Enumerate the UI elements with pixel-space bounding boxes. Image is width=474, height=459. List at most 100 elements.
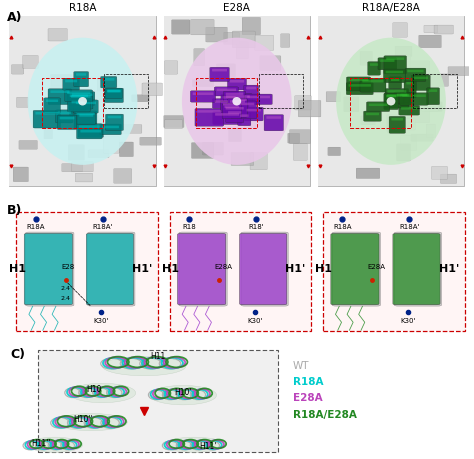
- FancyBboxPatch shape: [362, 80, 383, 83]
- Bar: [9, 17, 155, 186]
- FancyBboxPatch shape: [389, 77, 401, 89]
- FancyBboxPatch shape: [120, 124, 142, 133]
- FancyBboxPatch shape: [202, 142, 223, 155]
- FancyBboxPatch shape: [107, 83, 115, 94]
- FancyBboxPatch shape: [228, 78, 246, 90]
- FancyBboxPatch shape: [411, 75, 430, 90]
- FancyBboxPatch shape: [223, 103, 238, 106]
- FancyBboxPatch shape: [393, 85, 416, 101]
- Text: R18A/E28A: R18A/E28A: [362, 3, 420, 13]
- FancyBboxPatch shape: [387, 94, 401, 97]
- FancyBboxPatch shape: [232, 31, 255, 48]
- FancyBboxPatch shape: [221, 95, 238, 112]
- FancyBboxPatch shape: [238, 113, 251, 126]
- FancyBboxPatch shape: [13, 167, 28, 182]
- FancyBboxPatch shape: [411, 134, 433, 141]
- Text: C): C): [10, 348, 25, 361]
- FancyBboxPatch shape: [434, 25, 454, 34]
- FancyBboxPatch shape: [58, 112, 71, 114]
- Bar: [104, 74, 148, 108]
- Bar: [413, 74, 457, 108]
- FancyBboxPatch shape: [19, 140, 37, 149]
- FancyBboxPatch shape: [369, 103, 387, 106]
- FancyBboxPatch shape: [74, 72, 89, 87]
- FancyBboxPatch shape: [394, 232, 441, 306]
- Text: H1: H1: [9, 264, 26, 274]
- Bar: [42, 78, 103, 129]
- FancyBboxPatch shape: [245, 119, 255, 129]
- FancyBboxPatch shape: [407, 70, 424, 72]
- FancyBboxPatch shape: [164, 61, 178, 74]
- FancyBboxPatch shape: [223, 106, 246, 116]
- FancyBboxPatch shape: [231, 101, 256, 119]
- FancyBboxPatch shape: [237, 42, 248, 59]
- FancyBboxPatch shape: [295, 95, 311, 110]
- FancyBboxPatch shape: [380, 59, 394, 62]
- FancyBboxPatch shape: [206, 27, 228, 42]
- Bar: [350, 78, 411, 129]
- Text: R18A': R18A': [399, 224, 419, 230]
- FancyBboxPatch shape: [244, 85, 259, 105]
- FancyBboxPatch shape: [213, 112, 241, 124]
- FancyBboxPatch shape: [212, 99, 230, 108]
- Bar: [16, 212, 158, 331]
- FancyBboxPatch shape: [230, 100, 245, 103]
- Text: H10': H10': [174, 388, 192, 397]
- Text: A): A): [7, 11, 23, 24]
- FancyBboxPatch shape: [397, 144, 410, 161]
- FancyBboxPatch shape: [360, 51, 373, 65]
- FancyBboxPatch shape: [401, 94, 409, 96]
- FancyBboxPatch shape: [76, 123, 102, 139]
- FancyBboxPatch shape: [81, 130, 101, 133]
- FancyBboxPatch shape: [331, 234, 379, 305]
- FancyBboxPatch shape: [380, 62, 389, 74]
- FancyBboxPatch shape: [405, 68, 426, 82]
- FancyBboxPatch shape: [385, 89, 409, 108]
- Text: R18A: R18A: [333, 224, 351, 230]
- FancyBboxPatch shape: [100, 124, 121, 135]
- FancyBboxPatch shape: [88, 232, 135, 306]
- FancyBboxPatch shape: [214, 87, 238, 96]
- Bar: [9, 17, 155, 186]
- FancyBboxPatch shape: [44, 129, 53, 139]
- FancyBboxPatch shape: [346, 77, 371, 91]
- Text: H1': H1': [285, 264, 306, 274]
- FancyBboxPatch shape: [384, 56, 407, 74]
- FancyBboxPatch shape: [384, 93, 399, 110]
- FancyBboxPatch shape: [97, 79, 118, 91]
- FancyBboxPatch shape: [348, 84, 371, 87]
- Bar: [196, 78, 257, 129]
- FancyBboxPatch shape: [48, 89, 72, 105]
- FancyBboxPatch shape: [100, 76, 117, 88]
- Ellipse shape: [387, 97, 395, 106]
- FancyBboxPatch shape: [50, 74, 72, 92]
- FancyBboxPatch shape: [427, 88, 439, 105]
- FancyBboxPatch shape: [72, 101, 83, 103]
- FancyBboxPatch shape: [234, 103, 254, 105]
- FancyBboxPatch shape: [67, 91, 90, 94]
- FancyBboxPatch shape: [225, 106, 239, 108]
- Text: R18A: R18A: [69, 3, 96, 13]
- Text: E28A: E28A: [214, 264, 232, 270]
- FancyBboxPatch shape: [97, 123, 106, 132]
- FancyBboxPatch shape: [406, 82, 414, 84]
- FancyBboxPatch shape: [328, 147, 340, 156]
- FancyBboxPatch shape: [51, 78, 65, 86]
- FancyBboxPatch shape: [440, 174, 456, 184]
- Text: E28A: E28A: [223, 3, 250, 13]
- FancyBboxPatch shape: [33, 110, 61, 128]
- Text: R18': R18': [248, 224, 264, 230]
- Text: H1': H1': [439, 264, 459, 274]
- FancyBboxPatch shape: [387, 90, 406, 93]
- FancyBboxPatch shape: [368, 62, 381, 75]
- FancyBboxPatch shape: [69, 99, 86, 116]
- FancyBboxPatch shape: [215, 113, 239, 116]
- Text: R18A/E28A: R18A/E28A: [293, 409, 356, 420]
- Bar: [38, 350, 278, 452]
- Text: H10'': H10'': [73, 415, 92, 425]
- FancyBboxPatch shape: [228, 129, 241, 142]
- FancyBboxPatch shape: [68, 122, 85, 130]
- FancyBboxPatch shape: [402, 95, 426, 97]
- FancyBboxPatch shape: [72, 93, 92, 96]
- FancyBboxPatch shape: [114, 168, 132, 183]
